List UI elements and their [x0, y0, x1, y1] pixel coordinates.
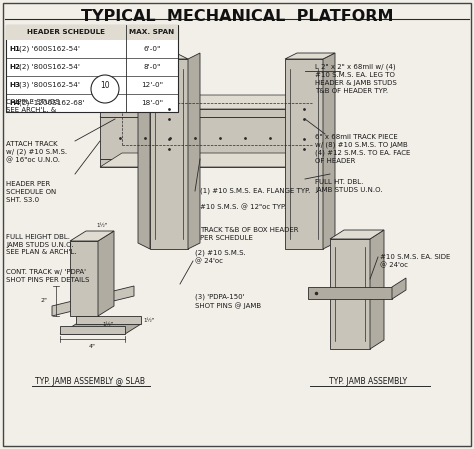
Polygon shape	[188, 53, 200, 249]
Polygon shape	[370, 230, 384, 349]
Polygon shape	[100, 95, 312, 109]
Polygon shape	[330, 230, 384, 239]
Text: TYP. JAMB ASSEMBLY @ SLAB: TYP. JAMB ASSEMBLY @ SLAB	[35, 377, 145, 386]
Polygon shape	[330, 239, 370, 349]
Bar	[6, 25, 178, 112]
Polygon shape	[150, 59, 188, 249]
Text: H3: H3	[9, 82, 20, 88]
Text: 4": 4"	[89, 344, 95, 349]
Text: (2) '600S162-54': (2) '600S162-54'	[19, 46, 80, 52]
Polygon shape	[100, 103, 312, 117]
Text: (2) '1200S162-68': (2) '1200S162-68'	[19, 100, 85, 106]
Text: FULL HT. DBL.
JAMB STUDS U.N.O.: FULL HT. DBL. JAMB STUDS U.N.O.	[315, 179, 383, 193]
Text: 10: 10	[100, 82, 110, 91]
Text: 1½": 1½"	[102, 322, 114, 327]
Text: HEADER PER
SCHEDULE ON
SHT. S3.0: HEADER PER SCHEDULE ON SHT. S3.0	[6, 181, 56, 202]
Text: (1) #10 S.M.S. EA. FLANGE TYP.: (1) #10 S.M.S. EA. FLANGE TYP.	[200, 188, 310, 194]
Bar	[6, 25, 178, 40]
Polygon shape	[70, 231, 114, 241]
Text: H4: H4	[9, 100, 20, 106]
Text: CONT. TRACK w/ 'PDPA'
SHOT PINS PER DETAILS: CONT. TRACK w/ 'PDPA' SHOT PINS PER DETA…	[6, 269, 90, 283]
Polygon shape	[98, 231, 114, 316]
Text: TRACK T&B OF BOX HEADER
PER SCHEDULE: TRACK T&B OF BOX HEADER PER SCHEDULE	[200, 227, 299, 241]
Circle shape	[91, 75, 119, 103]
Text: #10 S.M.S. EA. SIDE
@ 24'oc: #10 S.M.S. EA. SIDE @ 24'oc	[380, 254, 450, 269]
Polygon shape	[308, 287, 392, 299]
Polygon shape	[285, 59, 323, 249]
Polygon shape	[392, 278, 406, 299]
Polygon shape	[100, 109, 290, 117]
Text: HEADER SCHEDULE: HEADER SCHEDULE	[27, 30, 105, 35]
Text: MAX. SPAN: MAX. SPAN	[129, 30, 174, 35]
Polygon shape	[138, 53, 150, 249]
Text: 6" x 68mil TRACK PIECE
w/ (8) #10 S.M.S. TO JAMB
(4) #12 S.M.S. TO EA. FACE
OF H: 6" x 68mil TRACK PIECE w/ (8) #10 S.M.S.…	[315, 134, 410, 164]
Polygon shape	[290, 103, 312, 159]
Text: 6'-0": 6'-0"	[143, 46, 161, 52]
Text: 1½": 1½"	[143, 317, 155, 322]
Polygon shape	[60, 324, 141, 334]
Polygon shape	[100, 153, 312, 167]
Text: H2: H2	[9, 64, 20, 70]
Text: ATTACH TRACK
w/ (2) #10 S.M.S.
@ 16"oc U.N.O.: ATTACH TRACK w/ (2) #10 S.M.S. @ 16"oc U…	[6, 141, 67, 163]
Polygon shape	[52, 286, 134, 316]
Text: 8'-0": 8'-0"	[143, 64, 161, 70]
Text: #10 S.M.S. @ 12"oc TYP.: #10 S.M.S. @ 12"oc TYP.	[200, 204, 286, 210]
Text: 1½": 1½"	[96, 223, 108, 228]
Text: 2": 2"	[41, 299, 48, 304]
Text: L 2" x 2" x 68mil w/ (4)
#10 S.M.S. EA. LEG TO
HEADER & JAMB STUDS
T&B OF HEADER: L 2" x 2" x 68mil w/ (4) #10 S.M.S. EA. …	[315, 64, 397, 94]
Polygon shape	[60, 326, 125, 334]
Text: 12'-0": 12'-0"	[141, 82, 163, 88]
Polygon shape	[70, 241, 98, 316]
Text: 18'-0": 18'-0"	[141, 100, 163, 106]
Text: (3) 'PDPA-150'
SHOT PINS @ JAMB: (3) 'PDPA-150' SHOT PINS @ JAMB	[195, 294, 261, 309]
Text: H1: H1	[9, 46, 20, 52]
Text: TYP. JAMB ASSEMBLY: TYP. JAMB ASSEMBLY	[329, 377, 407, 386]
Text: TYPICAL  MECHANICAL  PLATFORM: TYPICAL MECHANICAL PLATFORM	[81, 9, 393, 24]
Text: (2) #10 S.M.S.
@ 24'oc: (2) #10 S.M.S. @ 24'oc	[195, 249, 246, 264]
Polygon shape	[100, 117, 290, 159]
Polygon shape	[323, 53, 335, 249]
Polygon shape	[138, 53, 188, 59]
Polygon shape	[76, 316, 141, 324]
Polygon shape	[285, 53, 335, 59]
Polygon shape	[100, 159, 290, 167]
Text: CRIPPLE STUDS
SEE ARCH'L. &: CRIPPLE STUDS SEE ARCH'L. &	[6, 99, 60, 113]
Text: (3) '800S162-54': (3) '800S162-54'	[19, 82, 80, 88]
Text: FULL HEIGHT DBL.
JAMB STUDS U.N.O.
SEE PLAN & ARCH'L.: FULL HEIGHT DBL. JAMB STUDS U.N.O. SEE P…	[6, 234, 77, 255]
Text: (2) '800S162-54': (2) '800S162-54'	[19, 64, 80, 70]
